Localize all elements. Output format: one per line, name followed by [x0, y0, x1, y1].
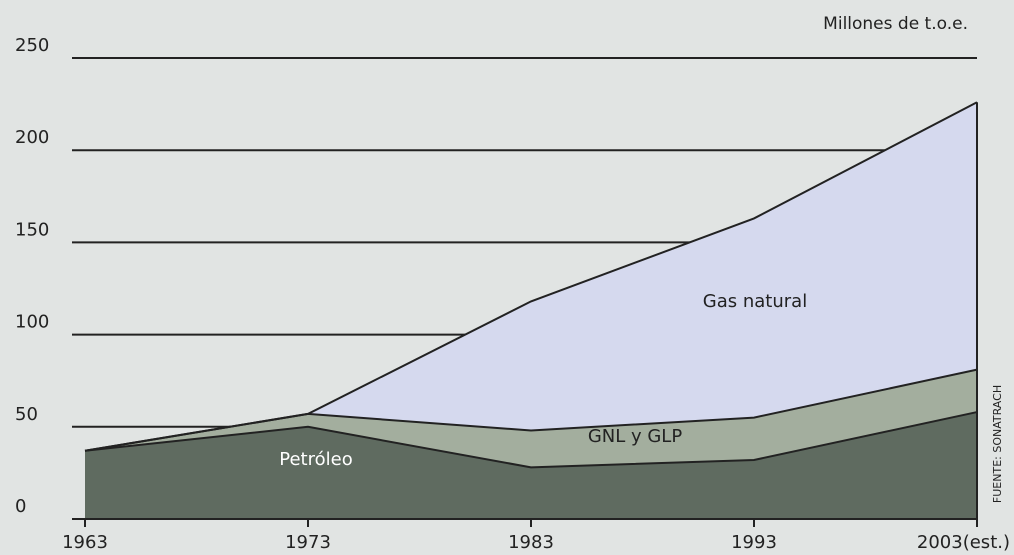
y-tick-label: 50: [15, 404, 38, 425]
area: [85, 412, 977, 519]
x-tick-label: 1963: [62, 532, 108, 553]
series-label: GNL y GLP: [588, 426, 683, 447]
series-label: Petróleo: [279, 449, 352, 470]
y-tick-label: 250: [15, 35, 49, 56]
unit-label: Millones de t.o.e.: [823, 14, 968, 34]
area: [85, 369, 977, 468]
area: [85, 102, 977, 451]
area-edge: [84, 411, 978, 469]
area-edge: [84, 101, 978, 452]
x-tick-label: 1983: [508, 532, 554, 553]
source: FUENTE: SONATRACH: [991, 385, 1004, 503]
x-tick-label: 1973: [285, 532, 331, 553]
x-tick-label: 2003(est.): [917, 532, 1010, 553]
y-tick-label: 0: [15, 496, 26, 517]
x-tick-label: 1993: [731, 532, 777, 553]
y-tick-label: 150: [15, 219, 49, 240]
y-tick-label: 200: [15, 127, 49, 148]
series-label: Gas natural: [703, 291, 807, 312]
y-tick-label: 100: [15, 312, 49, 333]
